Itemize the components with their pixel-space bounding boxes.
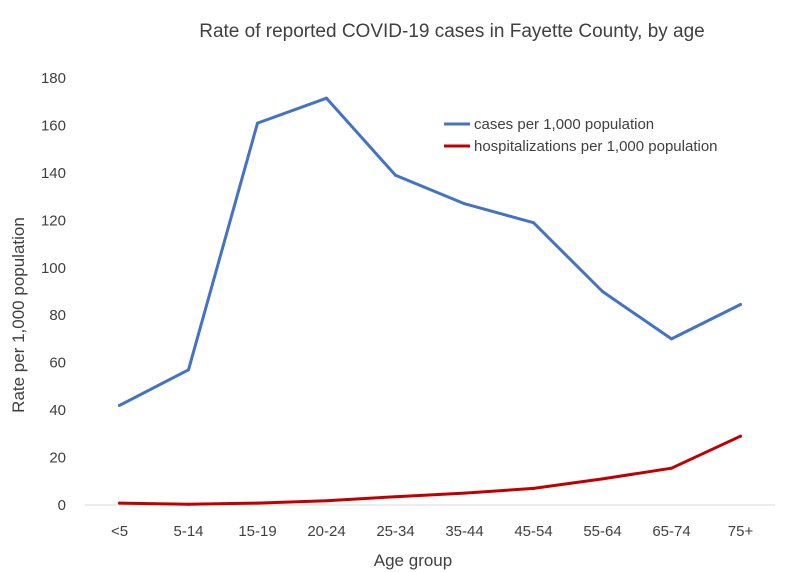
legend-label-hospitalizations: hospitalizations per 1,000 population — [474, 138, 718, 155]
x-axis-ticks: <5 5-14 15-19 20-24 25-34 35-44 45-54 55-64 65-7… — [111, 523, 754, 540]
legend: cases per 1,000 population hospitalizati… — [444, 116, 718, 155]
data-point-hospitalizations — [532, 486, 535, 490]
data-point-hospitalizations — [187, 502, 190, 506]
series-line-hospitalizations — [118, 434, 742, 506]
legend-entry: hospitalizations per 1,000 population — [444, 138, 718, 155]
series-lines — [118, 96, 742, 506]
x-tick-label: 20-24 — [307, 523, 345, 540]
x-tick-label: 45-54 — [514, 523, 552, 540]
data-point-cases — [187, 368, 190, 372]
data-point-cases — [325, 96, 328, 100]
data-point-cases — [118, 403, 121, 407]
data-point-cases — [601, 290, 604, 293]
y-tick-label: 0 — [58, 497, 66, 514]
data-point-hospitalizations — [601, 477, 604, 481]
x-tick-label: <5 — [111, 523, 128, 540]
data-point-hospitalizations — [256, 501, 259, 505]
data-point-hospitalizations — [463, 491, 466, 495]
x-tick-label: 15-19 — [238, 523, 276, 540]
data-point-hospitalizations — [739, 434, 742, 438]
chart-title: Rate of reported COVID-19 cases in Fayet… — [199, 21, 705, 42]
x-tick-label: 55-64 — [583, 523, 621, 540]
data-point-cases — [394, 173, 397, 177]
data-point-hospitalizations — [118, 501, 121, 505]
data-point-hospitalizations — [670, 466, 673, 470]
y-tick-label: 20 — [49, 450, 66, 467]
y-axis-ticks: 0 20 40 60 80 100 120 140 160 180 — [41, 70, 66, 514]
data-point-cases — [739, 303, 742, 306]
x-tick-label: 65-74 — [652, 523, 690, 540]
series-line-cases — [118, 96, 742, 407]
data-point-cases — [463, 202, 466, 206]
legend-label-cases: cases per 1,000 population — [474, 116, 654, 133]
x-tick-label: 5-14 — [173, 523, 203, 540]
y-tick-label: 40 — [49, 402, 66, 419]
data-point-cases — [532, 221, 535, 225]
x-axis-title: Age group — [374, 551, 452, 570]
y-tick-label: 160 — [41, 117, 66, 134]
data-point-hospitalizations — [325, 499, 328, 503]
y-axis-title: Rate per 1,000 population — [9, 217, 28, 413]
y-tick-label: 80 — [49, 307, 66, 324]
x-tick-label: 75+ — [728, 523, 754, 540]
legend-entry: cases per 1,000 population — [444, 116, 654, 133]
y-tick-label: 120 — [41, 212, 66, 229]
data-point-hospitalizations — [394, 495, 397, 499]
x-tick-label: 35-44 — [445, 523, 483, 540]
y-tick-label: 60 — [49, 355, 66, 372]
data-point-cases — [670, 337, 673, 341]
y-tick-label: 100 — [41, 260, 66, 277]
x-tick-label: 25-34 — [376, 523, 414, 540]
data-point-cases — [256, 121, 259, 125]
y-tick-label: 140 — [41, 165, 66, 182]
y-tick-label: 180 — [41, 70, 66, 87]
